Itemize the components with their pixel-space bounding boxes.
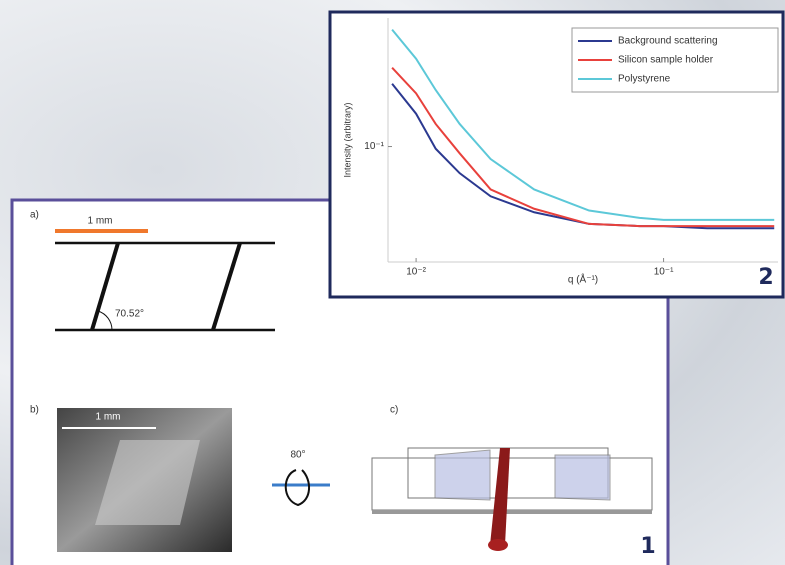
badge: 2 bbox=[758, 265, 773, 290]
figure: a) 1 mm 70.52° b) 1 mm 80° c) 1 Intensit… bbox=[0, 0, 785, 565]
panel-label: a) bbox=[30, 210, 39, 221]
x-tick-label: 10⁻¹ bbox=[654, 267, 674, 278]
rotation-label: 80° bbox=[290, 450, 305, 461]
x-tick-label: 10⁻² bbox=[406, 267, 426, 278]
legend-label: Polystyrene bbox=[618, 74, 671, 85]
y-tick-label: 10⁻¹ bbox=[364, 141, 384, 152]
panel-label: c) bbox=[390, 405, 398, 416]
page: a) 1 mm 70.52° b) 1 mm 80° c) 1 Intensit… bbox=[0, 0, 785, 565]
scale-label: 1 mm bbox=[88, 216, 113, 227]
scale-label: 1 mm bbox=[96, 412, 121, 423]
x-axis-label: q (Å⁻¹) bbox=[568, 273, 598, 286]
beam-end bbox=[488, 539, 508, 551]
angle-label: 70.52° bbox=[115, 309, 144, 320]
y-axis-label: Intensity (arbitrary) bbox=[342, 102, 352, 177]
badge: 1 bbox=[640, 534, 655, 559]
legend-label: Silicon sample holder bbox=[618, 55, 714, 66]
panel-label: b) bbox=[30, 405, 39, 416]
legend-label: Background scattering bbox=[618, 36, 718, 47]
